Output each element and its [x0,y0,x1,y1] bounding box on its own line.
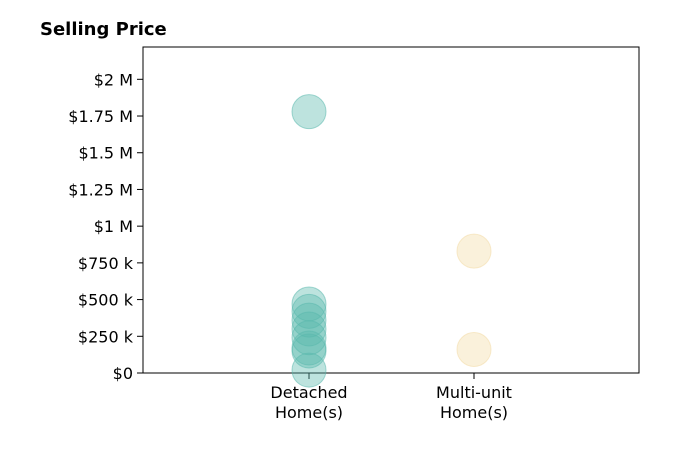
x-tick-label: Multi-unit [436,383,512,402]
y-tick-label: $1 M [94,217,133,236]
data-point [456,332,492,368]
y-axis: $0 $250 k $500 k $750 k $1 M $1.25 M $1.5 M $1.… [68,70,143,383]
y-tick-label: $1.5 M [78,144,133,163]
chart-title: Selling Price [40,19,167,40]
data-point [456,233,492,269]
x-tick-label: Detached [270,383,347,402]
data-point [291,311,327,347]
y-tick-label: $0 [113,364,133,383]
data-point [291,293,327,329]
data-points [291,94,492,388]
x-tick-label: Home(s) [275,403,343,422]
data-point [291,320,327,356]
data-point [291,333,327,369]
data-point [291,302,327,338]
y-tick-label: $750 k [78,254,134,273]
x-tick-label: Home(s) [440,403,508,422]
data-point [291,352,327,388]
data-point [291,94,327,130]
y-tick-label: $500 k [78,291,134,310]
y-tick-label: $250 k [78,327,134,346]
y-tick-label: $1.25 M [68,180,133,199]
plot-area-frame [142,46,640,374]
y-tick-label: $2 M [94,70,133,89]
y-tick-label: $1.75 M [68,107,133,126]
